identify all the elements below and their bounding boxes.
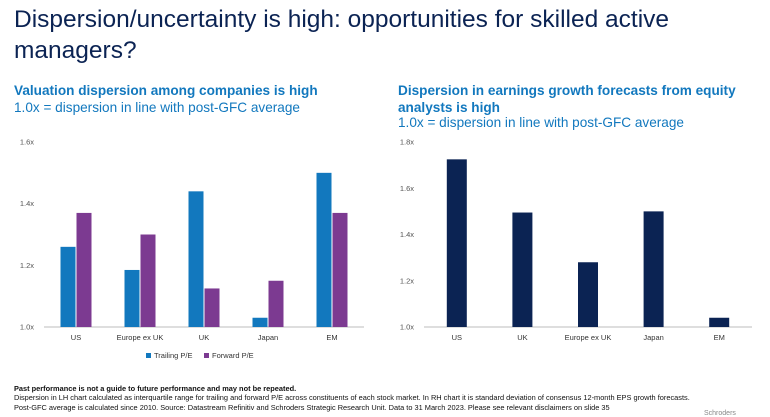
bar <box>204 288 220 327</box>
footnotes: Past performance is not a guide to futur… <box>14 384 764 412</box>
bar <box>268 280 284 327</box>
footnote-line-2: Post-GFC average is calculated since 201… <box>14 402 610 412</box>
bar <box>316 172 332 327</box>
bar <box>188 191 204 327</box>
left-chart-subheading: 1.0x = dispersion in line with post-GFC … <box>14 100 300 115</box>
bar <box>140 234 156 327</box>
footnote-line-1: Dispersion in LH chart calculated as int… <box>14 393 690 403</box>
bar <box>332 212 348 327</box>
bar <box>124 269 140 327</box>
left-chart-heading: Valuation dispersion among companies is … <box>14 83 318 98</box>
bar <box>60 246 76 327</box>
bar <box>446 159 467 327</box>
bar <box>578 262 598 327</box>
x-tick-label: UK <box>517 333 527 342</box>
y-tick-label: 1.4x <box>20 199 34 208</box>
x-tick-label: Japan <box>643 333 663 342</box>
x-tick-label: EM <box>326 333 337 342</box>
y-tick-label: 1.8x <box>400 138 414 147</box>
x-tick-label: EM <box>714 333 725 342</box>
x-tick-label: UK <box>199 333 209 342</box>
bar <box>76 212 92 327</box>
right-chart-heading: Dispersion in earnings growth forecasts … <box>398 83 736 115</box>
x-tick-label: Europe ex UK <box>117 333 164 342</box>
page-title: Dispersion/uncertainty is high: opportun… <box>14 6 670 64</box>
y-tick-label: 1.0x <box>20 323 34 332</box>
bar <box>512 212 533 327</box>
y-tick-label: 1.6x <box>400 184 414 193</box>
y-tick-label: 1.0x <box>400 323 414 332</box>
legend-label: Trailing P/E <box>154 351 193 360</box>
x-tick-label: Europe ex UK <box>565 333 612 342</box>
right-chart-subheading: 1.0x = dispersion in line with post-GFC … <box>398 115 684 130</box>
y-tick-label: 1.4x <box>400 230 414 239</box>
legend-swatch <box>204 353 209 358</box>
bar <box>709 317 730 327</box>
y-tick-label: 1.2x <box>400 276 414 285</box>
y-tick-label: 1.2x <box>20 261 34 270</box>
legend-swatch <box>146 353 151 358</box>
legend-label: Forward P/E <box>212 351 254 360</box>
x-tick-label: US <box>452 333 462 342</box>
bar <box>252 317 268 327</box>
footnote-disclaimer: Past performance is not a guide to futur… <box>14 384 297 393</box>
x-tick-label: US <box>71 333 81 342</box>
brand-mark-partial: Schroders <box>704 410 736 417</box>
bar <box>643 211 664 327</box>
x-tick-label: Japan <box>258 333 278 342</box>
y-tick-label: 1.6x <box>20 138 34 147</box>
